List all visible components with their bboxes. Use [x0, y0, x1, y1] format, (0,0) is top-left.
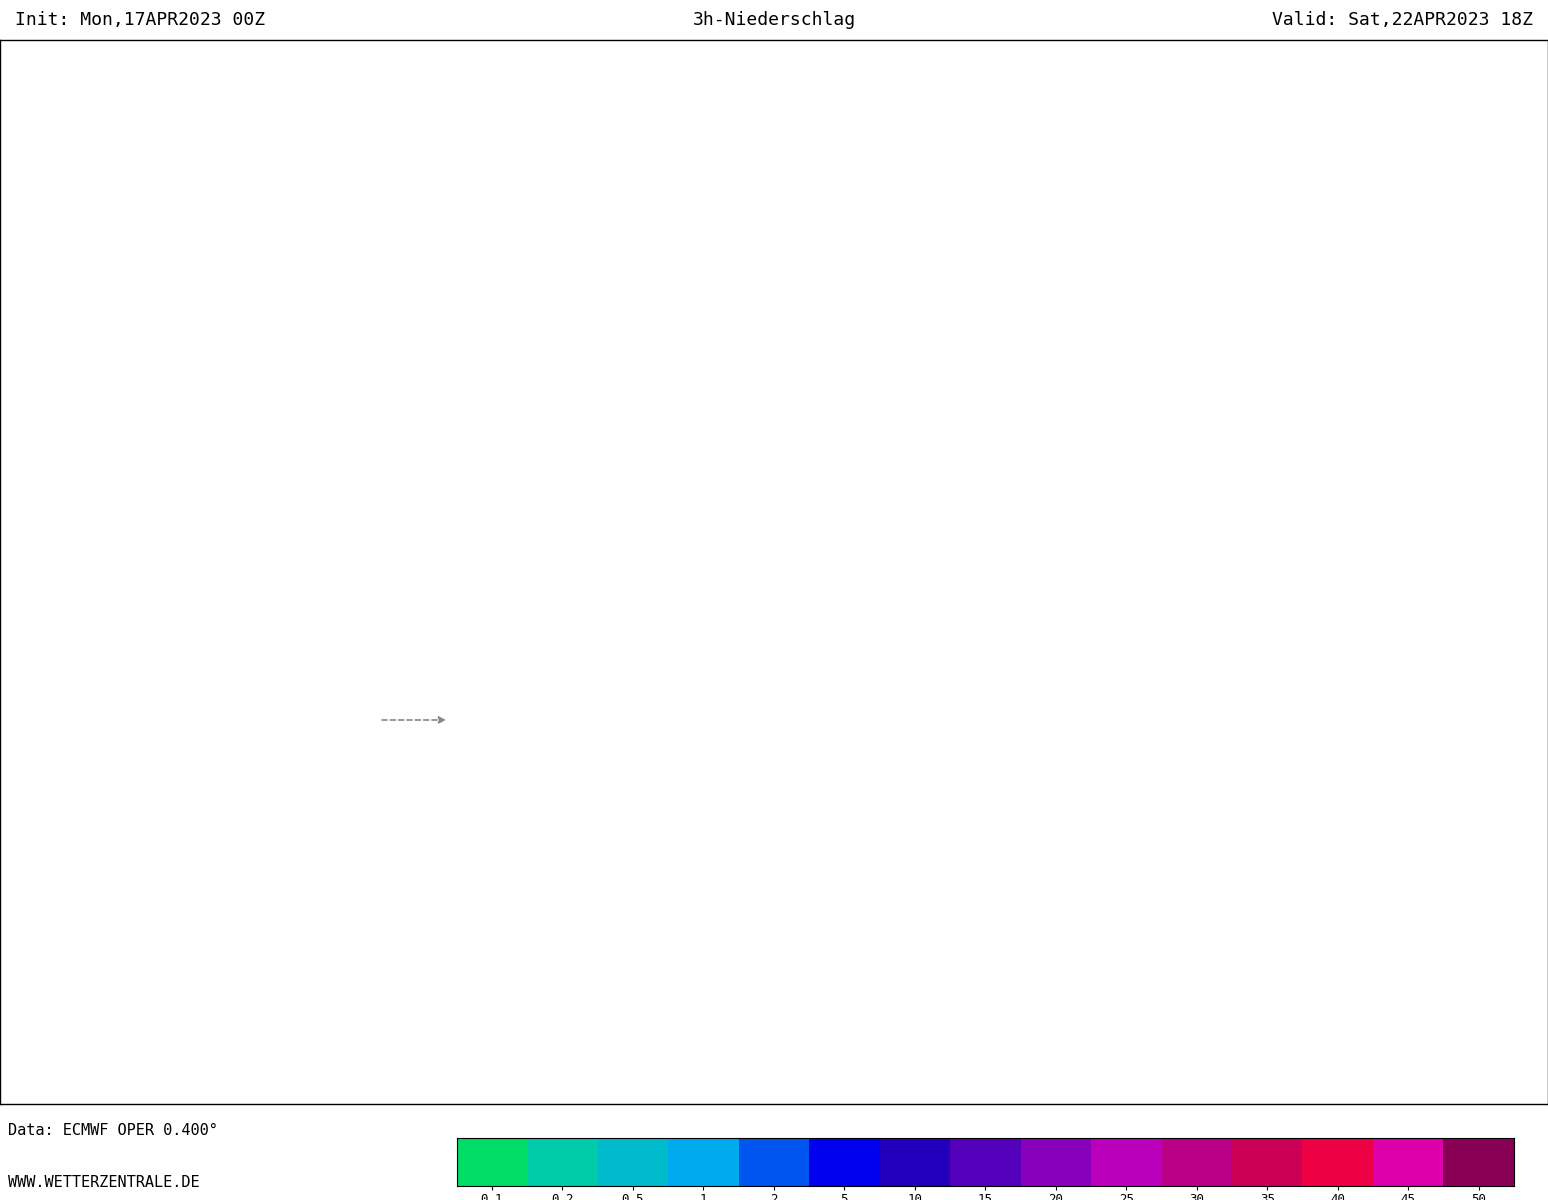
Bar: [669, 1138, 738, 1186]
Bar: [528, 1138, 598, 1186]
Text: Init: Mon,17APR2023 00Z: Init: Mon,17APR2023 00Z: [15, 11, 266, 29]
Bar: [1232, 1138, 1302, 1186]
Bar: [950, 1138, 1020, 1186]
Bar: [1443, 1138, 1514, 1186]
Bar: [1302, 1138, 1373, 1186]
Bar: [1020, 1138, 1091, 1186]
Bar: [810, 1138, 879, 1186]
Bar: [598, 1138, 669, 1186]
Text: Valid: Sat,22APR2023 18Z: Valid: Sat,22APR2023 18Z: [1271, 11, 1533, 29]
Bar: [738, 1138, 810, 1186]
Text: WWW.WETTERZENTRALE.DE: WWW.WETTERZENTRALE.DE: [8, 1175, 200, 1190]
Bar: [1161, 1138, 1232, 1186]
Bar: [1091, 1138, 1161, 1186]
Text: Data: ECMWF OPER 0.400°: Data: ECMWF OPER 0.400°: [8, 1123, 218, 1139]
Bar: [879, 1138, 950, 1186]
Bar: [1373, 1138, 1443, 1186]
Bar: [457, 1138, 528, 1186]
Text: 3h-Niederschlag: 3h-Niederschlag: [692, 11, 856, 29]
